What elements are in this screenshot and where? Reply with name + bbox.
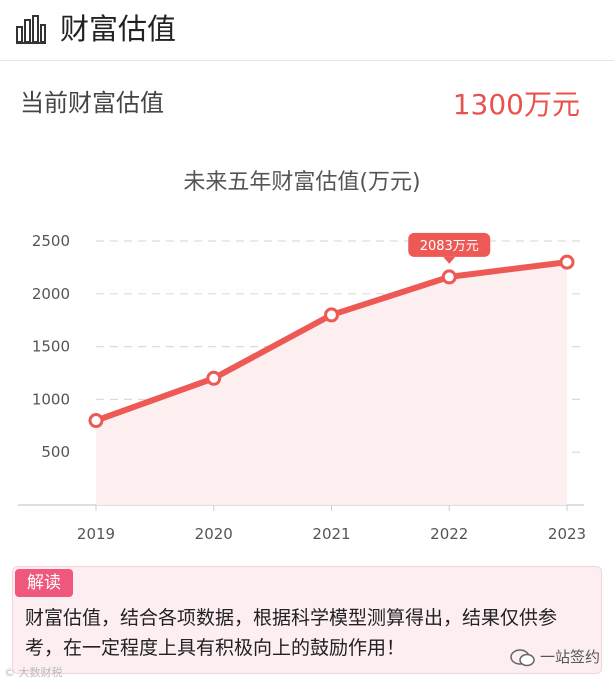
y-tick-label: 500	[41, 443, 70, 461]
wechat-icon	[510, 648, 535, 666]
current-wealth-label: 当前财富估值	[20, 89, 164, 117]
y-tick-label: 1500	[32, 338, 70, 356]
watermark-right-text: 一站签约	[539, 648, 600, 666]
x-tick-label: 2020	[195, 525, 233, 543]
watermark-left: © 大数财税	[4, 666, 63, 679]
bar-chart-icon	[16, 15, 46, 44]
interpretation-tag: 解读	[15, 569, 73, 597]
interpretation-box: 解读 财富估值，结合各项数据，根据科学模型测算得出，结果仅供参考，在一定程度上具…	[12, 566, 602, 674]
x-tick-label: 2019	[77, 525, 115, 543]
data-point	[88, 413, 104, 429]
data-point	[559, 254, 575, 270]
watermark-right: 一站签约	[510, 646, 600, 668]
series-area	[96, 262, 567, 505]
data-point	[441, 269, 457, 285]
y-tick-label: 2000	[32, 285, 70, 303]
chart-title: 未来五年财富估值(万元)	[183, 170, 420, 195]
page-title: 财富估值	[60, 12, 177, 46]
y-tick-label: 1000	[32, 390, 70, 408]
x-tick-label: 2021	[312, 525, 350, 543]
y-tick-label: 2500	[32, 232, 70, 250]
x-tick-label: 2022	[430, 525, 468, 543]
wealth-chart: 未来五年财富估值(万元) 500 1000 1500 2000 2500 2019 2020…	[18, 170, 586, 543]
data-points	[88, 254, 575, 429]
interpretation-text: 财富估值，结合各项数据，根据科学模型测算得出，结果仅供参考，在一定程度上具有积极…	[25, 607, 558, 659]
x-tick-label: 2023	[548, 525, 586, 543]
value-callout: 2083万元	[408, 232, 491, 264]
area-fill	[96, 262, 567, 505]
header: 财富估值	[0, 0, 614, 61]
axis-ticks: 500 1000 1500 2000 2500 2019 2020 2021 2022 2023	[32, 232, 586, 543]
data-point	[206, 370, 222, 386]
callout-box	[408, 232, 491, 257]
data-point	[324, 307, 339, 323]
current-wealth-amount: 1300万元	[452, 88, 580, 121]
callout-pointer	[443, 256, 456, 264]
callout-label: 2083万元	[420, 239, 479, 254]
